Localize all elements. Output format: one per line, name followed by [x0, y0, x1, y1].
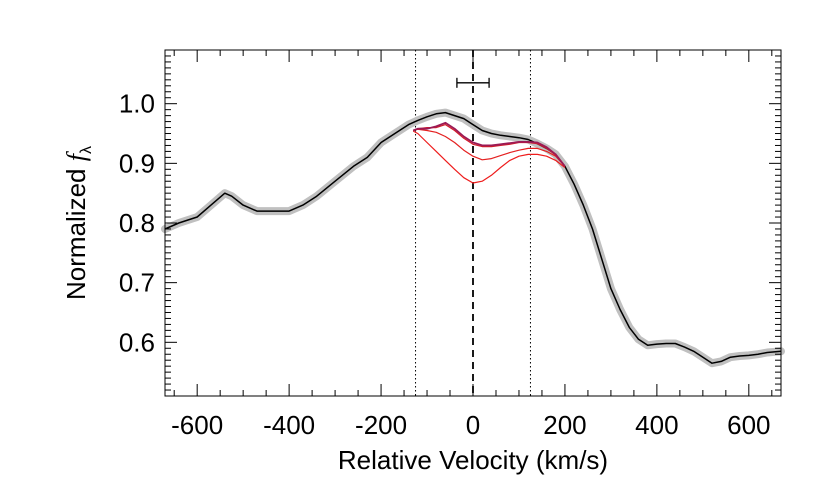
- y-axis-title-subscript: λ: [78, 146, 95, 154]
- y-axis-title: Normalized fλ: [61, 146, 95, 300]
- observed-line: [164, 111, 782, 364]
- y-tick-label: 0.7: [119, 268, 155, 298]
- y-axis-title-symbol: f: [62, 150, 91, 161]
- x-tick-label: -400: [263, 410, 315, 440]
- y-axis-title-text: Normalized: [61, 161, 91, 300]
- x-tick-label: 200: [543, 410, 586, 440]
- model-3-line: [413, 128, 566, 167]
- x-axis-title: Relative Velocity (km/s): [338, 445, 608, 475]
- model-1-line: [412, 121, 566, 167]
- x-tick-label: 0: [466, 410, 480, 440]
- x-tick-label: -600: [171, 410, 223, 440]
- y-tick-label: 0.6: [119, 327, 155, 357]
- plot-area: [161, 50, 785, 396]
- x-tick-label: 400: [635, 410, 678, 440]
- axis-ticks: [165, 50, 781, 396]
- y-tick-label: 1.0: [119, 89, 155, 119]
- axis-tick-labels: -600 -400 -200 0 200 400 600 0.6 0.7 0.8 0.9 1.0: [119, 89, 771, 440]
- y-tick-label: 0.8: [119, 208, 155, 238]
- x-tick-label: 600: [727, 410, 770, 440]
- model-4-line: [412, 130, 566, 184]
- y-tick-label: 0.9: [119, 148, 155, 178]
- x-tick-label: -200: [355, 410, 407, 440]
